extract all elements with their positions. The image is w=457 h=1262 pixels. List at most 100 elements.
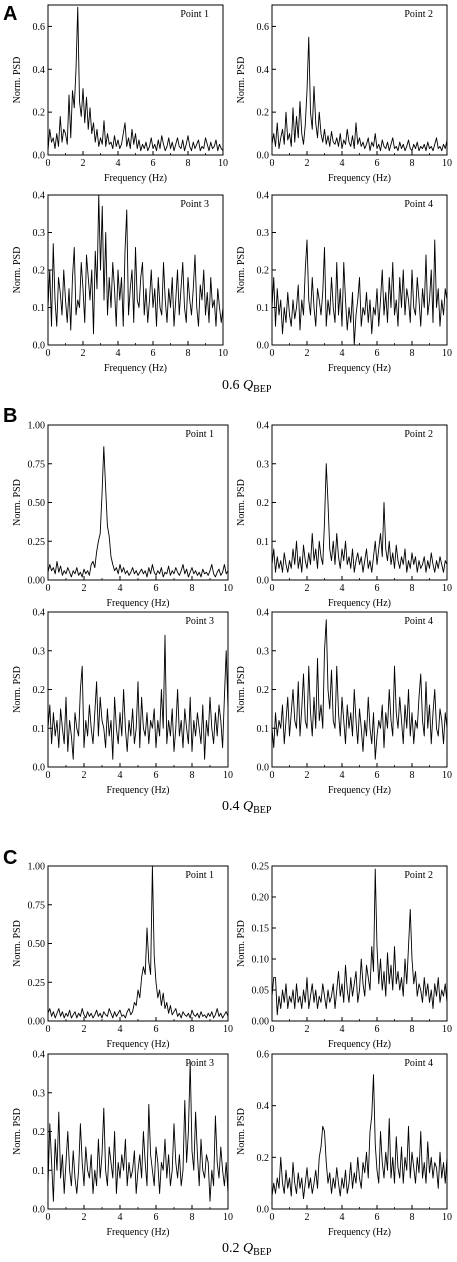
x-tick-label: 4 [340, 583, 345, 594]
plot-B-point-1: 0 2 4 6 8 10 0.00 0.25 0.50 0.75 1.00 Frequency (Hz… [12, 421, 233, 610]
y-tick-label: 0.0 [33, 151, 46, 162]
point-label: Point 2 [404, 9, 433, 20]
point-label: Point 4 [404, 616, 433, 627]
x-tick-label: 6 [154, 770, 159, 781]
y-tick-label: 0.6 [257, 22, 270, 33]
x-tick-label: 4 [340, 348, 345, 359]
y-tick-label: 0.1 [257, 724, 270, 735]
x-tick-label: 4 [340, 1024, 345, 1035]
x-tick-label: 8 [410, 1212, 415, 1223]
y-tick-label: 0.0 [257, 576, 270, 587]
plot-A-point-4: 0 2 4 6 8 10 0.0 0.1 0.2 0.3 0.4 Frequency (Hz) Norm… [236, 191, 452, 375]
x-tick-label: 6 [154, 1024, 159, 1035]
y-tick-label: 0.00 [252, 1017, 270, 1028]
x-tick-label: 8 [410, 348, 415, 359]
x-tick-label: 6 [375, 583, 380, 594]
point-label: Point 2 [404, 429, 433, 440]
y-tick-label: 0.4 [257, 191, 270, 202]
y-tick-label: 0.3 [257, 228, 270, 239]
x-axis-label: Frequency (Hz) [328, 598, 391, 609]
x-tick-label: 0 [46, 770, 51, 781]
y-tick-label: 0.2 [257, 1153, 270, 1164]
y-tick-label: 0.0 [257, 763, 270, 774]
x-tick-label: 6 [375, 158, 380, 169]
x-tick-label: 10 [442, 583, 452, 594]
point-label: Point 1 [185, 429, 214, 440]
y-tick-label: 0.3 [33, 646, 46, 657]
x-tick-label: 8 [186, 348, 191, 359]
plot-A-point-1: 0 2 4 6 8 10 0.0 0.2 0.4 0.6 Frequency (Hz) Norm. P… [12, 4, 228, 184]
y-tick-label: 0.05 [252, 986, 270, 997]
x-tick-label: 8 [190, 583, 195, 594]
x-tick-label: 0 [270, 1212, 275, 1223]
psd-series-line [47, 865, 229, 1019]
point-label: Point 3 [180, 199, 209, 210]
y-tick-label: 0.2 [257, 266, 270, 277]
x-axis-label: Frequency (Hz) [106, 1227, 169, 1238]
plot-B-point-4: 0 2 4 6 8 10 0.0 0.1 0.2 0.3 0.4 Frequency (Hz) Norm… [236, 608, 452, 797]
x-tick-label: 0 [270, 158, 275, 169]
x-tick-label: 10 [223, 1024, 233, 1035]
x-tick-label: 0 [46, 158, 51, 169]
y-tick-label: 0.1 [33, 1166, 46, 1177]
y-axis-label: Norm. PSD [236, 1108, 247, 1155]
y-tick-label: 0.75 [28, 900, 46, 911]
x-axis-label: Frequency (Hz) [328, 173, 391, 184]
x-tick-label: 6 [375, 1024, 380, 1035]
plot-C-point-4: 0 2 4 6 8 10 0.0 0.2 0.4 0.6 Frequency (Hz) Norm. P… [236, 1050, 452, 1239]
psd-series-line [271, 1074, 448, 1200]
plot-frame [47, 4, 224, 156]
x-tick-label: 0 [270, 1024, 275, 1035]
plot-C-point-1: 0 2 4 6 8 10 0.00 0.25 0.50 0.75 1.00 Frequency (Hz… [12, 862, 233, 1051]
plot-C-point-3: 0 2 4 6 8 10 0.0 0.1 0.2 0.3 0.4 Frequency (Hz) Norm… [12, 1050, 233, 1239]
y-tick-label: 0.50 [28, 939, 46, 950]
caption-value: 0.6 [222, 378, 243, 393]
x-tick-label: 2 [82, 1212, 87, 1223]
y-axis-label: Norm. PSD [236, 479, 247, 526]
psd-series-line [271, 239, 448, 346]
x-tick-label: 2 [305, 158, 310, 169]
x-tick-label: 10 [442, 1024, 452, 1035]
x-tick-label: 6 [151, 348, 156, 359]
y-tick-label: 0.6 [257, 1050, 270, 1061]
x-axis-label: Frequency (Hz) [106, 598, 169, 609]
x-tick-label: 6 [375, 348, 380, 359]
psd-series-line [47, 194, 224, 335]
y-tick-label: 0.4 [257, 608, 270, 619]
y-tick-label: 0.4 [257, 1101, 270, 1112]
x-tick-label: 2 [305, 348, 310, 359]
x-tick-label: 2 [305, 770, 310, 781]
y-tick-label: 0.2 [257, 108, 270, 119]
x-tick-label: 10 [442, 158, 452, 169]
y-tick-label: 0.4 [33, 608, 46, 619]
y-tick-label: 0.00 [28, 1017, 46, 1028]
y-tick-label: 0.10 [252, 955, 270, 966]
y-axis-label: Norm. PSD [236, 57, 247, 104]
x-tick-label: 6 [151, 158, 156, 169]
panel-letter-A: A [3, 3, 17, 25]
y-tick-label: 0.4 [257, 65, 270, 76]
x-tick-label: 2 [82, 583, 87, 594]
y-tick-label: 0.4 [257, 421, 270, 432]
y-tick-label: 0.4 [33, 1050, 46, 1061]
caption-value: 0.4 [222, 799, 243, 814]
x-tick-label: 8 [410, 583, 415, 594]
y-tick-label: 0.2 [257, 498, 270, 509]
y-axis-label: Norm. PSD [236, 920, 247, 967]
panel-A-group: A 0 2 4 6 8 10 0.0 0.2 0.4 0.6 Frequency (Hz) Norm.… [3, 3, 452, 395]
y-tick-label: 0.3 [257, 459, 270, 470]
y-tick-label: 0.3 [33, 1088, 46, 1099]
y-tick-label: 0.0 [33, 341, 46, 352]
y-tick-label: 0.0 [257, 341, 270, 352]
x-tick-label: 10 [442, 348, 452, 359]
y-axis-label: Norm. PSD [12, 479, 23, 526]
psd-series-line [47, 1061, 229, 1202]
x-tick-label: 10 [223, 583, 233, 594]
y-tick-label: 0.4 [33, 191, 46, 202]
plot-frame [47, 1053, 229, 1210]
caption-subscript: BEP [253, 805, 272, 816]
x-tick-label: 4 [116, 348, 121, 359]
x-tick-label: 0 [270, 770, 275, 781]
y-tick-label: 0.3 [33, 228, 46, 239]
y-axis-label: Norm. PSD [12, 666, 23, 713]
